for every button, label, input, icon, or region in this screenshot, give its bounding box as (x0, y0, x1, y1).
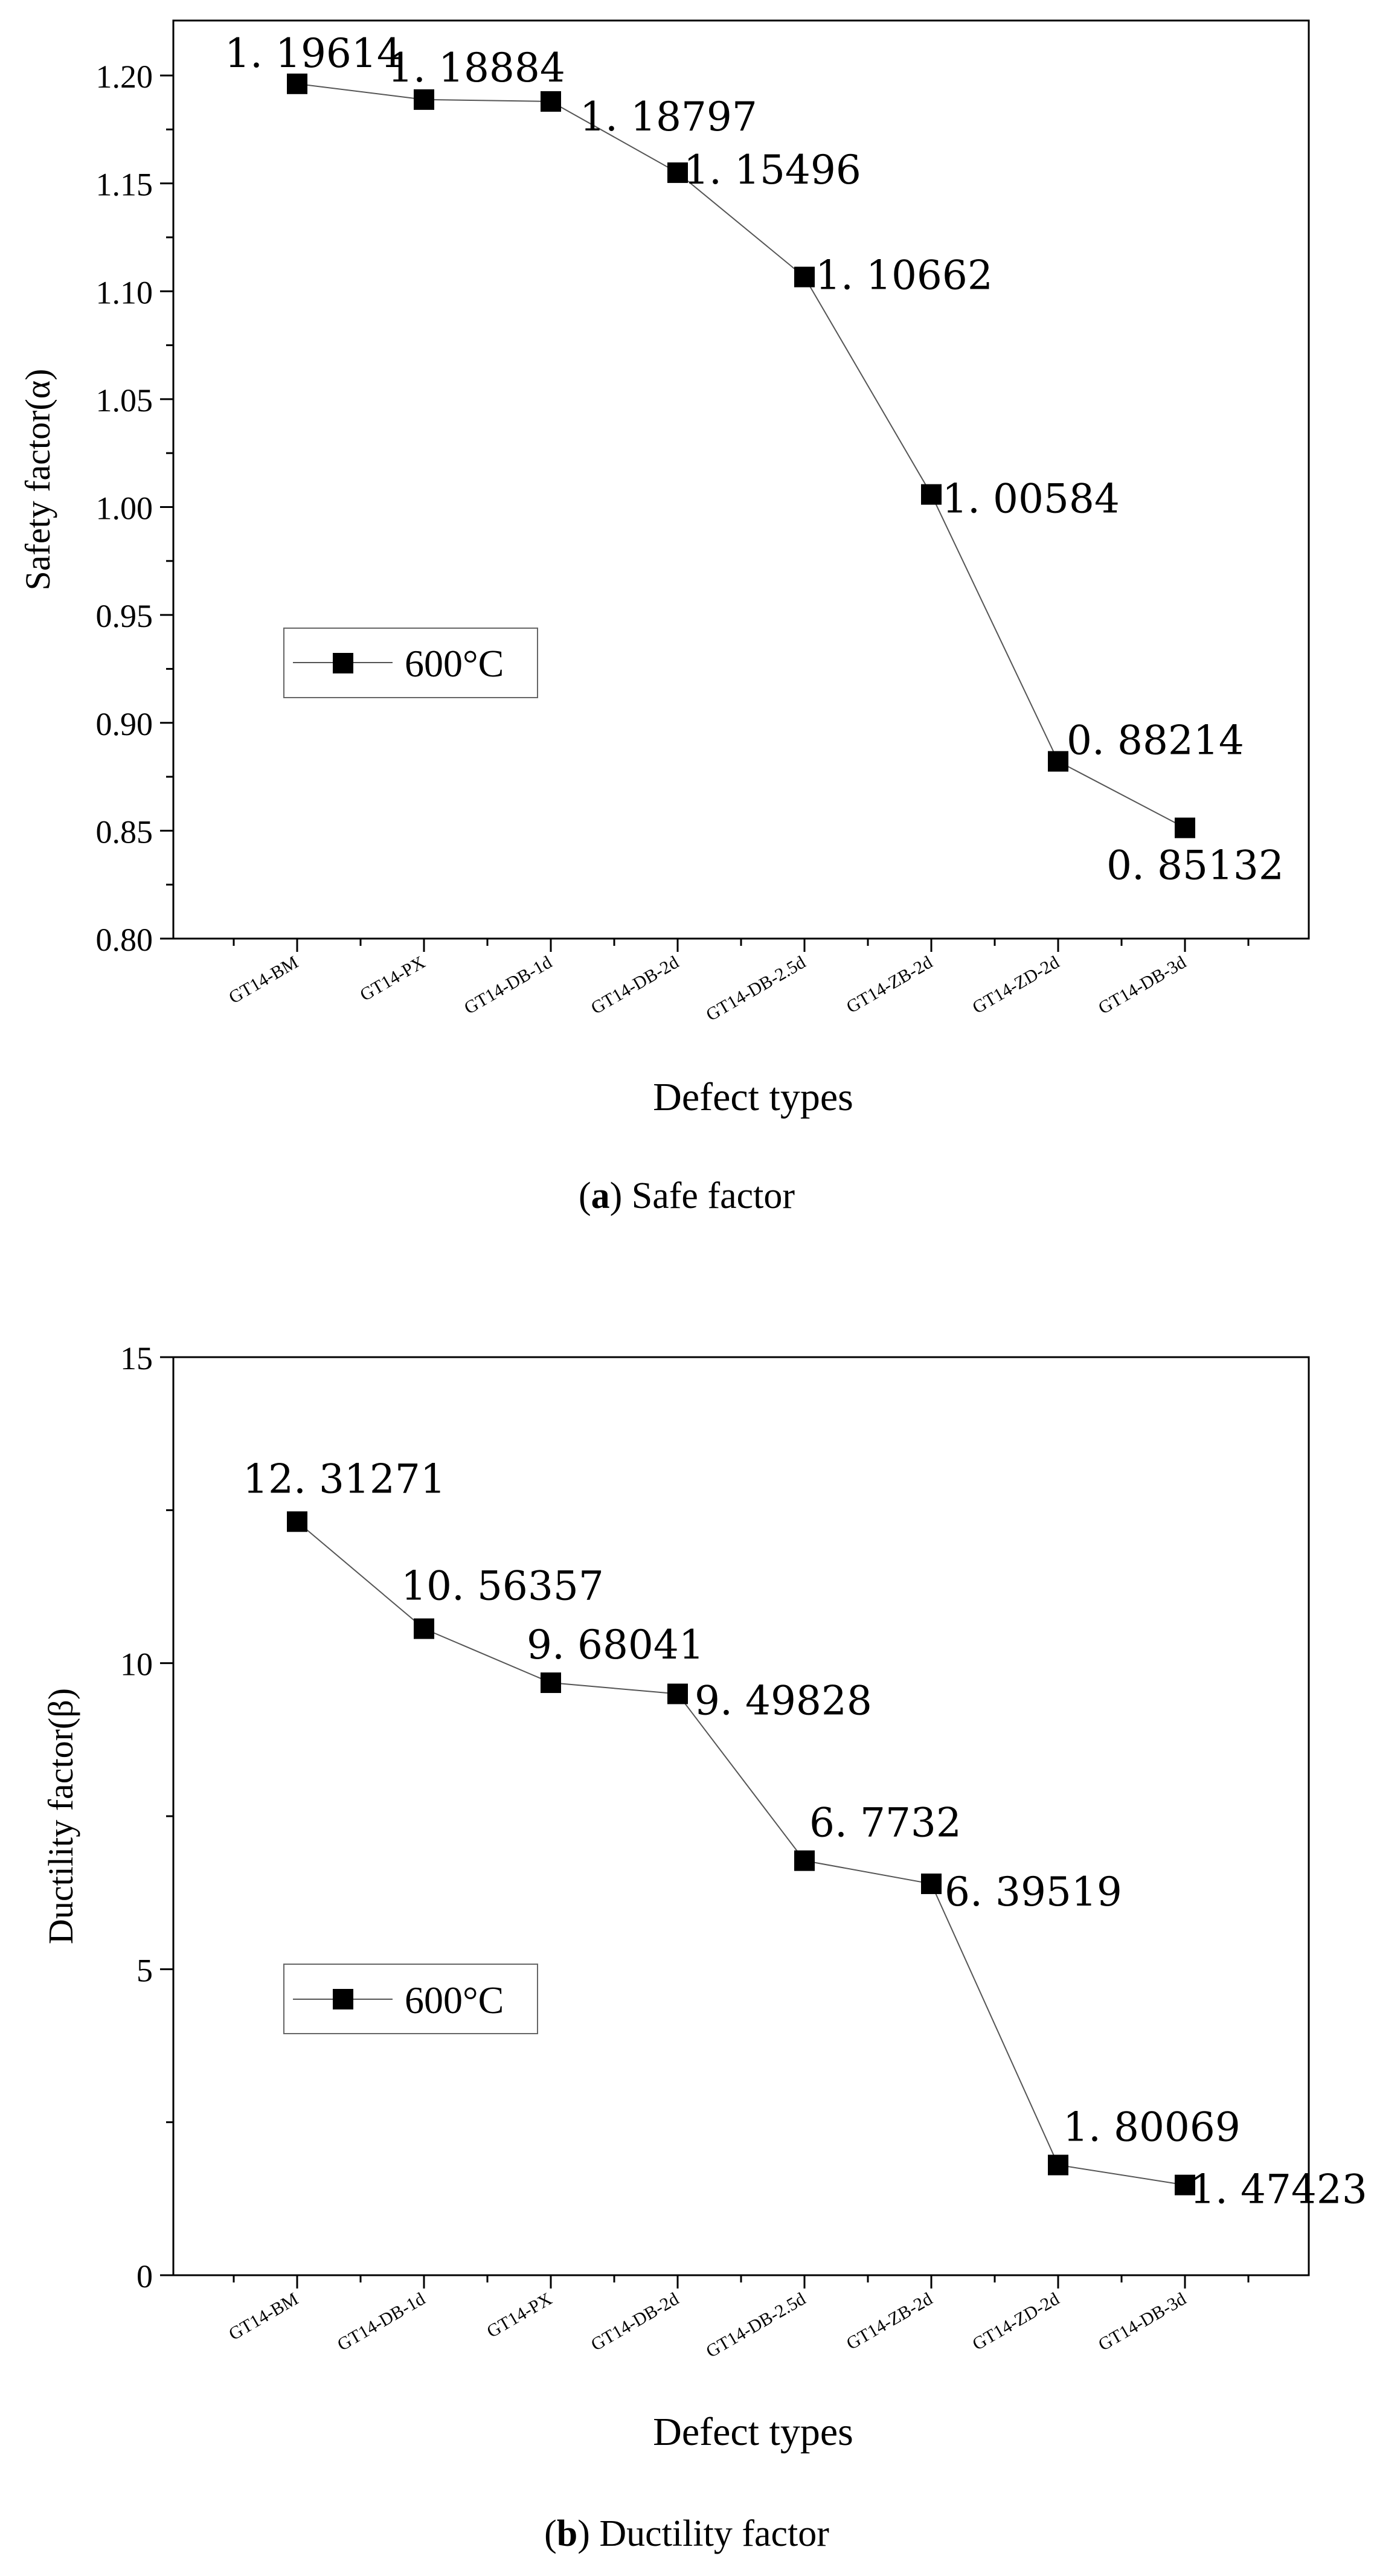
chart-a-caption: (a) Safe factor (579, 1175, 795, 1216)
chart-a-y-axis-label: Safety factor(α) (18, 369, 57, 591)
y-tick-label: 0.80 (96, 922, 153, 958)
data-point (414, 89, 434, 110)
data-point (921, 1873, 942, 1894)
data-point (287, 1511, 307, 1532)
x-tick-label: GT14-DB-1d (334, 2289, 428, 2354)
series-line (297, 1521, 1186, 2186)
x-tick-label: GT14-DB-2.5d (703, 952, 809, 1025)
chart-b-y-ticks: 0 5 10 15 (120, 1340, 173, 2295)
data-point (667, 162, 688, 183)
data-label: 0. 85132 (1106, 843, 1284, 889)
data-label: 1. 15496 (684, 147, 861, 193)
y-tick-label: 0.90 (96, 706, 153, 742)
y-tick-label: 1.15 (96, 167, 153, 203)
y-tick-label: 0 (136, 2258, 153, 2295)
chart-b-legend: 600°C (283, 1964, 538, 2034)
chart-b-data-labels: 12. 31271 10. 56357 9. 68041 9. 49828 6. 773… (243, 1456, 1367, 2212)
chart-b-caption-text: Ductility factor (599, 2513, 829, 2554)
x-tick-label: GT14-ZD-2d (969, 952, 1062, 1018)
y-tick-label: 10 (120, 1646, 153, 1683)
x-tick-label: GT14-DB-3d (1095, 952, 1189, 1018)
data-label: 1. 10662 (815, 252, 993, 299)
chart-b-x-ticks: GT14-BM GT14-DB-1d GT14-PX GT14-DB-2d GT14-D… (225, 2275, 1250, 2362)
chart-b-y-axis-label: Ductility factor(β) (41, 1688, 80, 1944)
data-label: 12. 31271 (243, 1456, 446, 1502)
chart-a-legend: 600°C (283, 628, 538, 698)
chart-a-series (287, 73, 1195, 838)
data-point (541, 91, 561, 112)
chart-b-legend-marker (333, 1989, 353, 2009)
series-line (297, 83, 1186, 829)
data-point (1175, 817, 1195, 838)
x-tick-label: GT14-DB-2d (588, 2289, 682, 2354)
chart-a-legend-marker (333, 653, 353, 673)
x-tick-label: GT14-ZB-2d (843, 2289, 936, 2354)
x-tick-label: GT14-DB-1d (461, 952, 555, 1018)
data-point (794, 266, 815, 287)
chart-a-caption-text: Safe factor (632, 1175, 795, 1216)
chart-a-x-axis-label: Defect types (653, 1075, 853, 1119)
x-tick-label: GT14-BM (225, 2289, 301, 2344)
data-label: 1. 80069 (1063, 2104, 1241, 2151)
data-point (287, 73, 307, 94)
y-tick-label: 15 (120, 1340, 153, 1376)
chart-a-y-ticks: 0.80 0.85 0.90 0.95 1.00 1.05 1.10 1.15 1.20 (96, 59, 173, 958)
chart-b: 0 5 10 15 GT14-BM GT14-DB-1d GT14-PX GT14-DB-2… (41, 1340, 1367, 2554)
data-point (541, 1672, 561, 1694)
y-tick-label: 1.20 (96, 59, 153, 95)
x-tick-label: GT14-DB-2.5d (703, 2289, 809, 2362)
x-tick-label: GT14-DB-2d (588, 952, 682, 1018)
chart-b-caption-letter: b (557, 2513, 577, 2554)
data-label: 1. 18884 (388, 45, 565, 91)
data-point (921, 484, 942, 505)
x-tick-label: GT14-PX (484, 2289, 556, 2342)
data-point (1048, 751, 1068, 772)
x-tick-label: GT14-DB-3d (1095, 2289, 1189, 2354)
x-tick-label: GT14-BM (225, 952, 301, 1007)
chart-a-legend-entry: 600°C (405, 642, 504, 685)
data-label: 9. 49828 (695, 1678, 872, 1724)
chart-a-x-ticks: GT14-BM GT14-PX GT14-DB-1d GT14-DB-2d GT14-D… (225, 939, 1250, 1025)
x-tick-label: GT14-PX (357, 952, 429, 1005)
data-label: 1. 47423 (1190, 2166, 1367, 2213)
data-label: 6. 39519 (945, 1869, 1122, 1915)
x-tick-label: GT14-ZD-2d (969, 2289, 1062, 2354)
data-point (794, 1850, 815, 1871)
data-label: 1. 00584 (942, 476, 1120, 522)
y-tick-label: 1.10 (96, 274, 153, 310)
chart-b-series (287, 1511, 1195, 2195)
data-label: 9. 68041 (527, 1622, 704, 1668)
y-tick-label: 1.00 (96, 490, 153, 527)
chart-b-caption: (b) Ductility factor (544, 2513, 829, 2554)
chart-b-legend-entry: 600°C (405, 1979, 504, 2022)
y-tick-label: 1.05 (96, 382, 153, 419)
chart-b-x-axis-label: Defect types (653, 2410, 853, 2454)
chart-a-caption-letter: a (591, 1175, 610, 1216)
data-label: 1. 18797 (580, 94, 757, 140)
data-label: 0. 88214 (1067, 718, 1244, 764)
data-point (667, 1683, 688, 1704)
data-label: 6. 7732 (809, 1800, 961, 1846)
data-point (1048, 2154, 1068, 2176)
y-tick-label: 5 (136, 1952, 153, 1988)
data-point (414, 1618, 434, 1639)
data-label: 1. 19614 (225, 30, 402, 77)
data-point (1175, 2174, 1195, 2195)
x-tick-label: GT14-ZB-2d (843, 952, 936, 1017)
y-tick-label: 0.85 (96, 814, 153, 850)
chart-a: 0.80 0.85 0.90 0.95 1.00 1.05 1.10 1.15 1.20 GT1… (18, 19, 1310, 1216)
y-tick-label: 0.95 (96, 598, 153, 634)
data-label: 10. 56357 (401, 1563, 604, 1610)
